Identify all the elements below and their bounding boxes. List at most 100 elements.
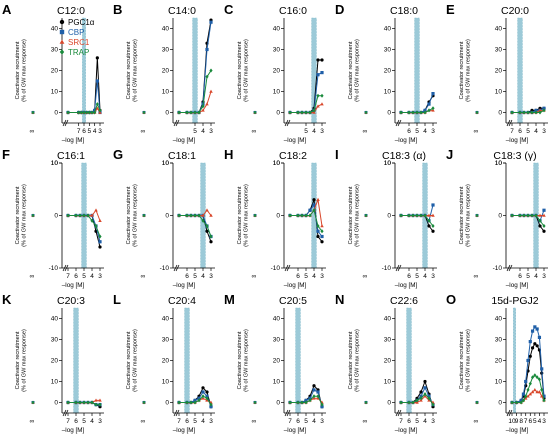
x-tick-label: 6 [296, 418, 300, 425]
panel-title: C22:6 [390, 295, 418, 307]
data-point [530, 110, 534, 115]
data-point [364, 400, 368, 405]
data-point [533, 373, 537, 378]
data-point [320, 102, 324, 106]
data-point [407, 110, 411, 115]
panel-title: C18:0 [390, 5, 418, 17]
x-tick-label: 3 [209, 128, 213, 135]
panel-title: C14:0 [168, 5, 196, 17]
data-point [185, 400, 189, 405]
panel-letter: D [335, 2, 344, 17]
data-point [189, 400, 193, 405]
y-axis-label: Coactivator recruitment(% of GW max resp… [348, 39, 361, 102]
panel-letter: N [335, 292, 344, 307]
data-point [431, 402, 435, 407]
data-point [431, 92, 435, 96]
data-point [423, 379, 427, 384]
y-tick-label: 40 [495, 26, 503, 33]
data-point [93, 108, 97, 112]
data-point [308, 396, 312, 400]
y-tick-label: 0 [54, 400, 58, 407]
x-tick-label: 6 [82, 128, 86, 135]
data-point [59, 39, 65, 44]
y-axis-label-line2: (% of GW max response) [133, 184, 139, 247]
x-tick-label: 5 [304, 418, 308, 425]
x-tick-label-infinity: ∞ [363, 128, 368, 135]
axis-break-mark [286, 264, 291, 272]
x-tick-label-infinity: ∞ [252, 418, 257, 425]
x-tick-label: 6 [407, 128, 411, 135]
data-point [308, 110, 312, 115]
y-axis-label-line1: Coactivator recruitment [237, 186, 243, 244]
data-point [201, 213, 205, 217]
data-point [431, 213, 435, 217]
data-point [431, 203, 435, 207]
y-axis-label: Coactivator recruitment(% of GW max resp… [15, 39, 28, 102]
y-axis-label-line2: (% of GW max response) [22, 329, 28, 392]
data-point [95, 56, 99, 60]
y-axis-label-line2: (% of GW max response) [244, 329, 250, 392]
x-tick-label: 5 [533, 418, 537, 425]
data-point [427, 108, 431, 113]
y-tick-label: 30 [495, 337, 503, 344]
data-point [475, 110, 479, 115]
series-trap [510, 373, 546, 405]
data-point [86, 213, 90, 218]
y-tick-label: 10 [51, 379, 59, 386]
panel-e: E C20:0 0 10 20 30 40 ∞ 7 6 5 4 3 –log [M] Coactivator… [446, 2, 548, 144]
data-point [540, 367, 544, 371]
x-axis-label: –log [M] [506, 427, 529, 434]
data-point [526, 110, 530, 115]
data-point [524, 394, 528, 399]
data-point [308, 213, 312, 218]
y-tick-label: 0 [498, 400, 502, 407]
data-point [526, 213, 530, 218]
x-tick-label: 4 [93, 128, 97, 135]
panel-title: C20:0 [501, 5, 529, 17]
data-point [205, 74, 209, 79]
data-point [364, 110, 368, 115]
y-axis-label-line1: Coactivator recruitment [348, 186, 354, 244]
data-point [423, 392, 427, 397]
data-point [533, 342, 537, 346]
y-tick-label: 10 [384, 160, 392, 167]
data-point [431, 224, 435, 228]
panel-letter: C [224, 2, 234, 17]
data-point [526, 358, 530, 363]
x-tick-label-infinity: ∞ [474, 418, 479, 425]
y-axis-label: Coactivator recruitment(% of GW max resp… [126, 329, 139, 392]
y-tick-label: 20 [384, 358, 392, 365]
data-point [90, 213, 94, 217]
data-point [205, 208, 209, 212]
x-axis-label: –log [M] [395, 282, 418, 289]
x-tick-label: 6 [518, 128, 522, 135]
data-point [320, 405, 324, 409]
data-point [530, 346, 535, 350]
legend-label: PGC1α [68, 18, 95, 27]
y-axis-label: Coactivator recruitment(% of GW max resp… [237, 329, 250, 392]
data-point [419, 110, 423, 115]
data-point [205, 229, 209, 233]
x-tick-label: 3 [98, 273, 102, 280]
data-point [98, 245, 102, 249]
x-tick-label: 6 [185, 273, 189, 280]
data-point [530, 390, 535, 394]
x-tick-label: 3 [431, 273, 435, 280]
data-point [300, 110, 304, 115]
y-tick-label: 20 [162, 68, 170, 75]
data-point [510, 110, 514, 115]
axis-break-mark [64, 119, 69, 127]
y-tick-label: 10 [162, 89, 170, 96]
x-tick-label: 10 [508, 418, 516, 425]
panel-l: L C20:4 0 10 20 30 40 ∞ 7 6 5 4 3 –log [M] Coactivator… [113, 292, 215, 434]
y-tick-label: 10 [273, 89, 281, 96]
x-axis-label: –log [M] [62, 137, 85, 144]
data-point [415, 213, 419, 218]
y-tick-label: 0 [165, 110, 169, 117]
series-line [401, 204, 434, 222]
data-point [31, 213, 35, 218]
data-point [431, 229, 435, 233]
